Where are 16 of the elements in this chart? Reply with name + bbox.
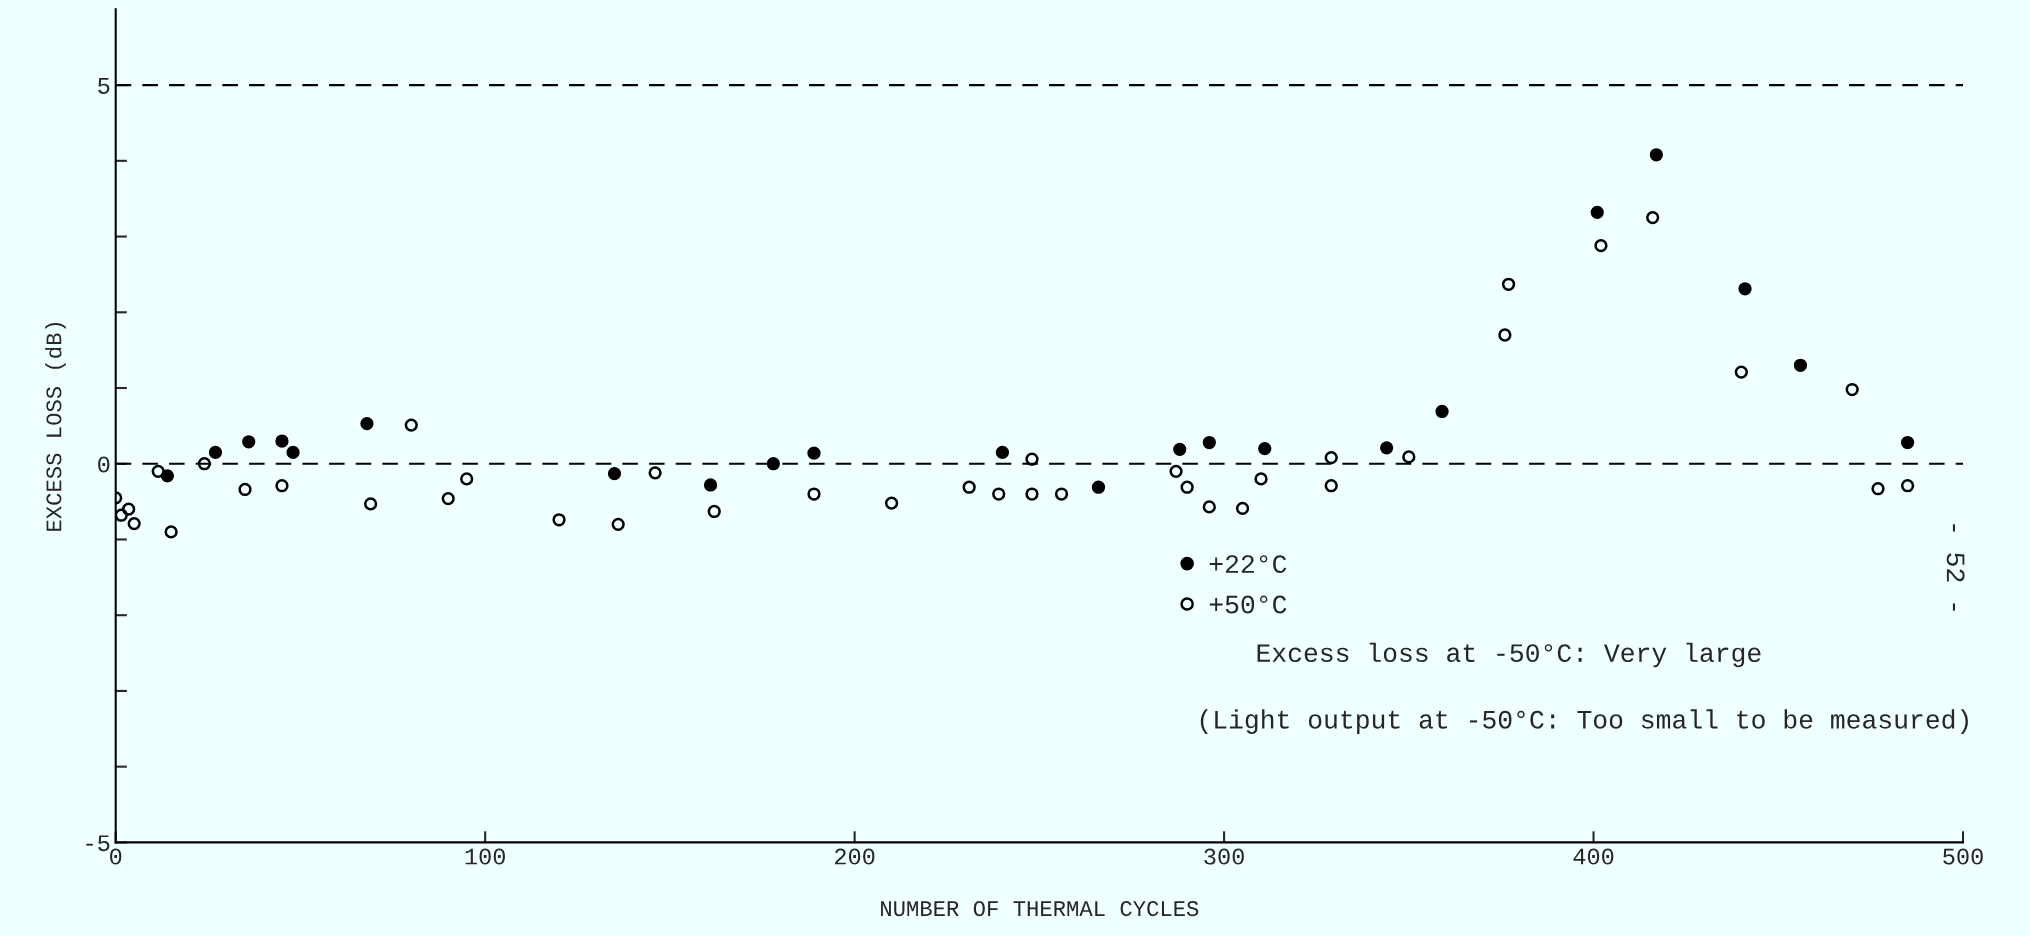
x-tick-label: 200: [835, 848, 875, 865]
y-tick-label: -5: [86, 835, 110, 852]
x-tick-label: 0: [110, 848, 122, 865]
legend-label: +50°C: [1209, 595, 1287, 614]
y-tick-label: 5: [98, 78, 110, 94]
annotation: - 52 -: [1946, 524, 1965, 611]
x-tick-label: 400: [1573, 848, 1614, 865]
x-tick-label: 500: [1943, 848, 1983, 865]
y-axis-title: EXCESS LOSS (dB): [45, 322, 66, 531]
x-tick-label: 300: [1204, 848, 1244, 865]
annotation: (Light output at -50°C: Too small to be measured): [1200, 709, 1968, 734]
x-tick-label: 100: [465, 848, 505, 865]
x-axis-title: NUMBER OF THERMAL CYCLES: [881, 901, 1199, 917]
legend-label: +22°C: [1209, 555, 1287, 574]
annotation: Excess loss at -50°C: Very large: [1257, 642, 1761, 668]
y-tick-label: 0: [98, 456, 110, 473]
